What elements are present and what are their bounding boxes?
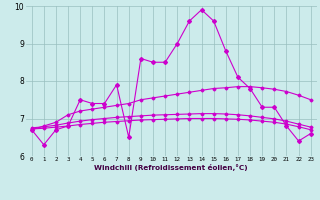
- X-axis label: Windchill (Refroidissement éolien,°C): Windchill (Refroidissement éolien,°C): [94, 164, 248, 171]
